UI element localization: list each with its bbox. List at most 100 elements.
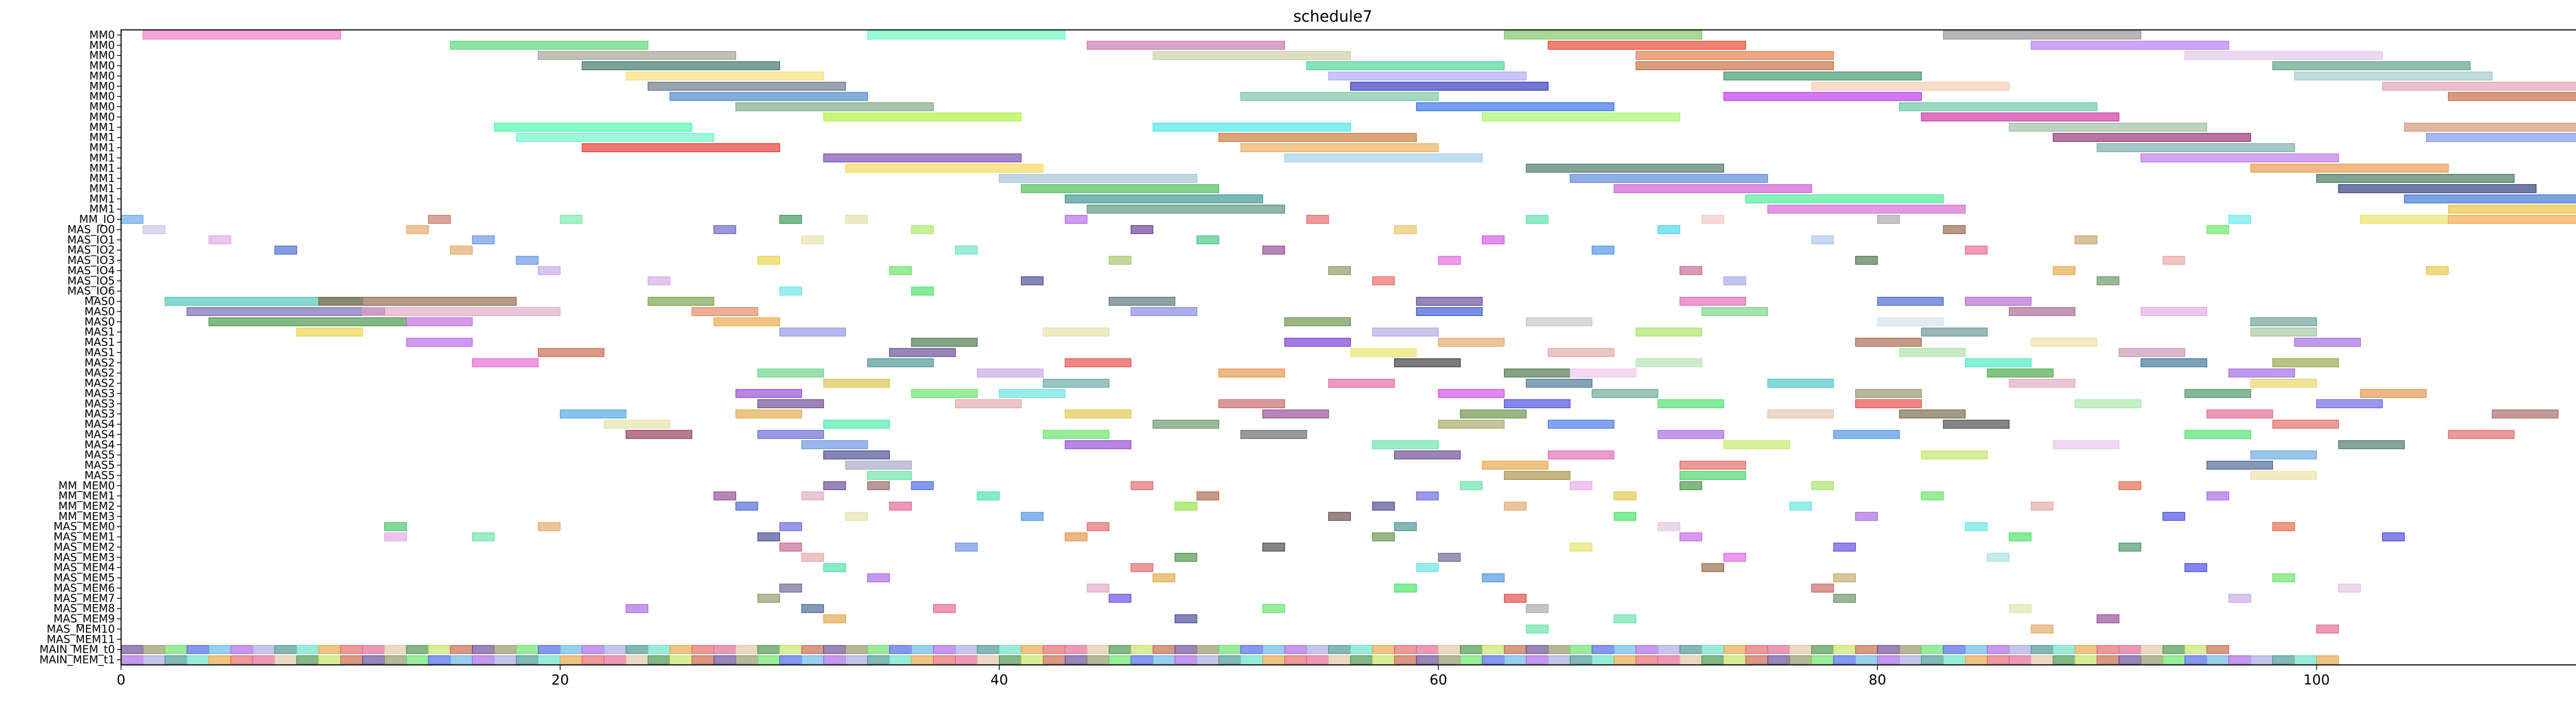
task-bar (1218, 399, 1285, 408)
task-bar (2382, 532, 2405, 542)
task-bar (1701, 645, 1724, 654)
task-bar (1591, 389, 1658, 398)
task-bar (1526, 378, 1592, 388)
task-bar (1504, 30, 1702, 40)
task-bar (2250, 378, 2317, 388)
task-bar (1921, 491, 1944, 500)
task-bar (845, 512, 868, 521)
task-bar (1526, 317, 1592, 326)
task-bar (911, 287, 934, 296)
task-bar (1899, 348, 1966, 357)
task-bar (867, 645, 890, 654)
task-bar (1548, 450, 1615, 460)
y-tick-label: MAS2 (84, 367, 115, 379)
task-bar (1548, 645, 1571, 654)
task-bar (1043, 378, 1110, 388)
task-bar (1109, 256, 1131, 265)
task-bar (713, 317, 781, 326)
task-bar (2426, 266, 2449, 275)
task-bar (2009, 307, 2076, 316)
task-bar (801, 491, 824, 500)
task-bar (801, 440, 868, 449)
task-bar (1394, 358, 1461, 367)
task-bar (2448, 92, 2576, 101)
task-bar (1372, 532, 1395, 542)
task-bar (1855, 256, 1878, 265)
task-bar (1416, 645, 1439, 654)
task-bar (1899, 655, 1922, 664)
task-bar (823, 655, 846, 664)
task-bar (2250, 327, 2317, 337)
task-bar (1526, 604, 1549, 613)
task-bar (1811, 235, 1834, 244)
task-bar (1064, 215, 1088, 224)
task-bar (1043, 327, 1110, 337)
task-bar (143, 225, 165, 235)
task-bar (472, 655, 495, 664)
task-bar (1328, 71, 1527, 80)
task-bar (2140, 358, 2207, 367)
task-bar (1109, 297, 1176, 306)
task-bar (1130, 481, 1154, 490)
y-tick-label: MAS5 (84, 459, 115, 472)
task-bar (1087, 41, 1285, 50)
task-bar (384, 532, 407, 542)
task-bar (450, 245, 473, 255)
y-tick-label: MM0 (89, 49, 115, 62)
task-bar (2053, 266, 2076, 275)
task-bar (472, 532, 495, 542)
task-bar (2096, 143, 2295, 153)
task-bar (1109, 655, 1131, 664)
task-bar (889, 655, 912, 664)
task-bar (1965, 297, 2032, 306)
task-bar (1943, 225, 1966, 235)
y-tick-label: MM1 (89, 203, 115, 215)
task-bar (1460, 481, 1483, 490)
task-bar (1262, 409, 1329, 419)
task-bar (1306, 655, 1329, 664)
y-tick-label: MM1 (89, 142, 115, 154)
task-bar (625, 645, 649, 654)
task-bar (362, 645, 385, 654)
y-tick-label: MAS_MEM10 (46, 623, 115, 636)
task-bar (362, 307, 561, 316)
task-bar (2338, 184, 2537, 193)
task-bar (2228, 369, 2295, 378)
task-bar (2119, 481, 2142, 490)
task-bar (1965, 645, 1988, 654)
y-tick-label: MAS3 (84, 408, 115, 420)
task-bars (121, 30, 2576, 664)
task-bar (1328, 378, 1395, 388)
task-bar (1701, 655, 1724, 664)
task-bar (1306, 61, 1505, 71)
task-bar (1240, 655, 1263, 664)
task-bar (2404, 194, 2576, 204)
task-bar (121, 215, 144, 224)
x-tick-label: 40 (990, 672, 1008, 688)
y-tick-label: MM1 (89, 162, 115, 174)
task-bar (2206, 225, 2229, 235)
task-bar (2162, 645, 2185, 654)
y-tick-label: MM_MEM2 (58, 500, 115, 513)
task-bar (1701, 563, 1724, 572)
y-tick-label: MAS_MEM8 (54, 603, 115, 615)
task-bar (823, 112, 1022, 122)
y-tick-label: MAS1 (84, 326, 115, 338)
task-bar (757, 399, 824, 408)
task-bar (867, 573, 890, 582)
task-bar (187, 645, 210, 654)
task-bar (2140, 307, 2207, 316)
task-bar (1680, 471, 1747, 480)
task-bar (1350, 348, 1417, 357)
task-bar (1087, 655, 1110, 664)
task-bar (2184, 645, 2207, 654)
y-tick-label: MAS_IO1 (67, 233, 115, 246)
task-bar (2053, 655, 2076, 664)
y-tick-label: MAS_MEM1 (54, 531, 115, 544)
x-tick-label: 100 (2303, 672, 2330, 688)
y-tick-label: MAS_IO0 (67, 223, 115, 236)
task-bar (2053, 440, 2120, 449)
task-bar (1680, 460, 1747, 470)
y-tick-label: MM_MEM1 (58, 490, 115, 503)
y-tick-label: MM0 (89, 70, 115, 82)
